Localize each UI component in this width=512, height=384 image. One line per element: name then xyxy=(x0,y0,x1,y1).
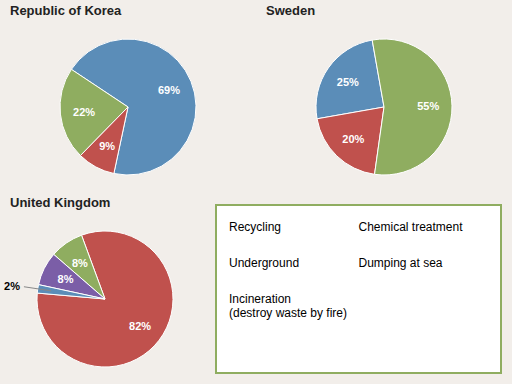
svg-text:20%: 20% xyxy=(342,133,364,145)
html-text:Dumping at sea: Dumping at sea xyxy=(358,256,443,270)
html-text:United Kingdom: United Kingdom xyxy=(10,195,111,210)
svg-text:25%: 25% xyxy=(337,76,359,88)
html-text:Incineration (destroy waste by: Incineration (destroy waste by fire) xyxy=(229,292,347,320)
svg-text:55%: 55% xyxy=(417,100,439,112)
svg-text:8%: 8% xyxy=(72,257,88,269)
svg-text:22%: 22% xyxy=(73,106,95,118)
html-text:Chemical treatment: Chemical treatment xyxy=(358,220,463,234)
html-text:Recycling: Recycling xyxy=(229,220,281,234)
html-text:Underground: Underground xyxy=(229,256,300,270)
svg-text:2%: 2% xyxy=(8,280,20,292)
html-text:Republic of Korea: Republic of Korea xyxy=(10,3,122,18)
svg-text:9%: 9% xyxy=(99,140,115,152)
svg-text:82%: 82% xyxy=(129,320,151,332)
svg-text:8%: 8% xyxy=(58,273,74,285)
svg-text:69%: 69% xyxy=(158,84,180,96)
html-text:Sweden: Sweden xyxy=(266,3,316,18)
